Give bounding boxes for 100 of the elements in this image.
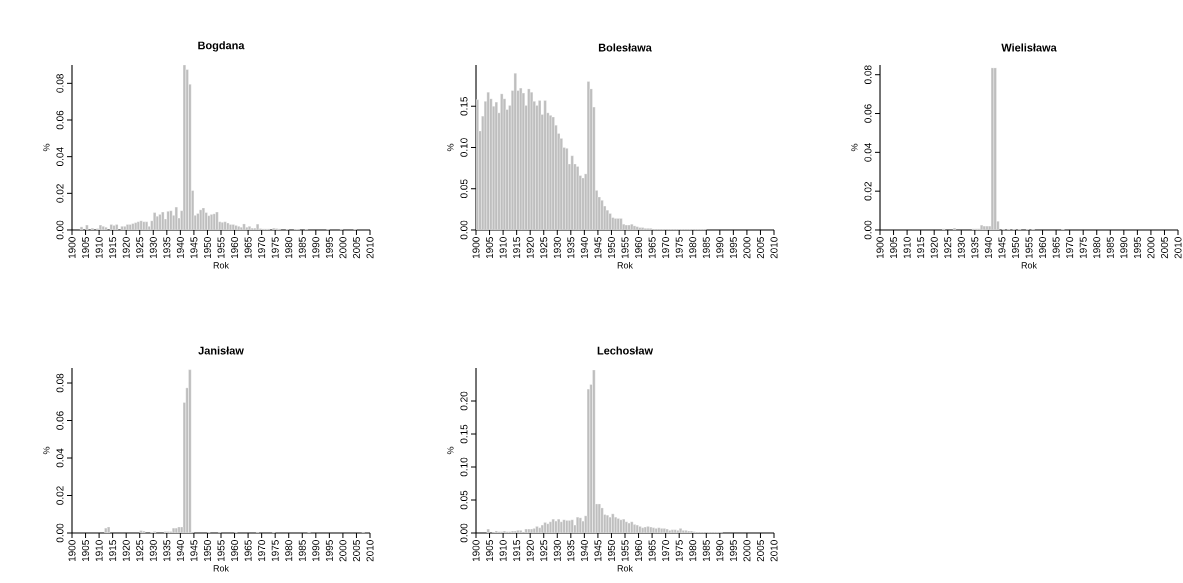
x-axis-title: Rok (213, 564, 229, 572)
x-tick-label: 1965 (648, 540, 656, 562)
x-tick-label: 1945 (190, 237, 198, 259)
y-tick-label: 0.00 (56, 220, 64, 240)
x-tick-label: 2005 (756, 237, 764, 259)
x-tick-label: 1950 (607, 540, 615, 562)
x-tick-label: 1980 (1093, 237, 1101, 259)
x-tick-label: 1930 (149, 237, 157, 259)
chart-title: Wielisława (1001, 43, 1057, 52)
x-tick-label: 1950 (607, 237, 615, 259)
x-tick-label: 1975 (271, 237, 279, 259)
x-tick-label: 2000 (1147, 237, 1155, 259)
x-tick-label: 1900 (472, 237, 480, 259)
y-tick-label: 0.02 (56, 184, 64, 203)
x-tick-label: 1970 (258, 237, 266, 259)
x-tick-label: 1935 (163, 540, 171, 562)
y-tick-label: 0.00 (56, 523, 64, 543)
x-tick-label: 1915 (109, 540, 117, 562)
y-tick-label: 0.15 (460, 96, 468, 116)
y-tick-label: 0.06 (56, 411, 64, 430)
x-tick-label: 1975 (675, 237, 683, 259)
x-tick-label: 1995 (729, 540, 737, 562)
x-tick-label: 1930 (957, 237, 965, 259)
y-tick-label: 0.08 (56, 74, 64, 93)
x-tick-label: 1960 (1039, 237, 1047, 259)
x-tick-label: 1940 (176, 540, 184, 562)
x-axis-title: Rok (213, 261, 229, 269)
x-tick-label: 1960 (635, 237, 643, 259)
y-axis-title: % (447, 446, 454, 455)
x-tick-label: 1930 (553, 540, 561, 562)
x-tick-label: 1915 (917, 237, 925, 259)
x-tick-label: 1905 (82, 237, 90, 259)
x-tick-label: 1965 (648, 237, 656, 259)
x-tick-label: 1990 (312, 540, 320, 562)
x-tick-label: 1915 (513, 237, 521, 259)
x-tick-label: 1970 (662, 540, 670, 562)
y-tick-label: 0.10 (460, 138, 468, 157)
x-tick-label: 1970 (1066, 237, 1074, 259)
x-tick-label: 2010 (366, 540, 374, 562)
x-tick-label: 1975 (1079, 237, 1087, 259)
y-tick-label: 0.00 (460, 523, 468, 543)
x-tick-label: 1980 (285, 237, 293, 259)
x-tick-label: 1995 (325, 237, 333, 259)
x-tick-label: 1960 (635, 540, 643, 562)
x-tick-label: 1900 (68, 237, 76, 259)
x-tick-label: 1960 (231, 237, 239, 259)
x-tick-label: 1985 (702, 540, 710, 562)
x-tick-label: 1935 (971, 237, 979, 259)
x-tick-label: 2005 (352, 540, 360, 562)
y-axis-title: % (43, 446, 50, 455)
x-tick-label: 1950 (1011, 237, 1019, 259)
x-tick-label: 2000 (339, 237, 347, 259)
x-tick-label: 1955 (1025, 237, 1033, 259)
x-tick-label: 1965 (244, 540, 252, 562)
x-tick-label: 1990 (312, 237, 320, 259)
x-tick-label: 2005 (1160, 237, 1168, 259)
y-axis-title: % (43, 143, 50, 152)
x-tick-label: 1905 (486, 237, 494, 259)
x-tick-label: 1910 (499, 237, 507, 259)
x-tick-label: 1965 (244, 237, 252, 259)
x-tick-label: 1975 (271, 540, 279, 562)
x-tick-label: 1940 (580, 237, 588, 259)
x-tick-label: 1905 (486, 540, 494, 562)
x-tick-label: 2000 (339, 540, 347, 562)
y-tick-label: 0.10 (460, 457, 468, 477)
x-axis-title: Rok (617, 261, 633, 269)
y-tick-label: 0.06 (864, 104, 872, 123)
x-tick-label: 1955 (621, 540, 629, 562)
x-tick-label: 1945 (594, 540, 602, 562)
x-tick-label: 1905 (890, 237, 898, 259)
x-tick-label: 1935 (567, 237, 575, 259)
x-tick-label: 1910 (95, 237, 103, 259)
x-tick-label: 2010 (1174, 237, 1182, 259)
x-tick-label: 2005 (756, 540, 764, 562)
x-tick-label: 2010 (770, 540, 778, 562)
x-tick-label: 1900 (68, 540, 76, 562)
x-tick-label: 2005 (352, 237, 360, 259)
y-tick-label: 0.08 (56, 373, 64, 393)
x-tick-label: 1980 (689, 237, 697, 259)
y-axis-title: % (851, 143, 858, 152)
x-tick-label: 1920 (526, 237, 534, 259)
x-tick-label: 1930 (149, 540, 157, 562)
x-tick-label: 1915 (513, 540, 521, 562)
x-tick-label: 1940 (176, 237, 184, 259)
x-tick-label: 1995 (325, 540, 333, 562)
x-tick-label: 1920 (526, 540, 534, 562)
x-tick-label: 1910 (499, 540, 507, 562)
chart-title: Bolesława (598, 43, 652, 52)
x-tick-label: 1945 (190, 540, 198, 562)
x-tick-label: 1965 (1052, 237, 1060, 259)
x-tick-label: 1990 (1120, 237, 1128, 259)
x-tick-label: 1955 (217, 237, 225, 259)
x-tick-label: 1970 (258, 540, 266, 562)
x-tick-label: 2000 (743, 237, 751, 259)
x-axis-title: Rok (1021, 261, 1037, 269)
x-tick-label: 2000 (743, 540, 751, 562)
y-tick-label: 0.04 (864, 142, 872, 162)
x-tick-label: 1990 (716, 237, 724, 259)
y-tick-label: 0.02 (864, 181, 872, 201)
y-tick-label: 0.05 (460, 490, 468, 510)
